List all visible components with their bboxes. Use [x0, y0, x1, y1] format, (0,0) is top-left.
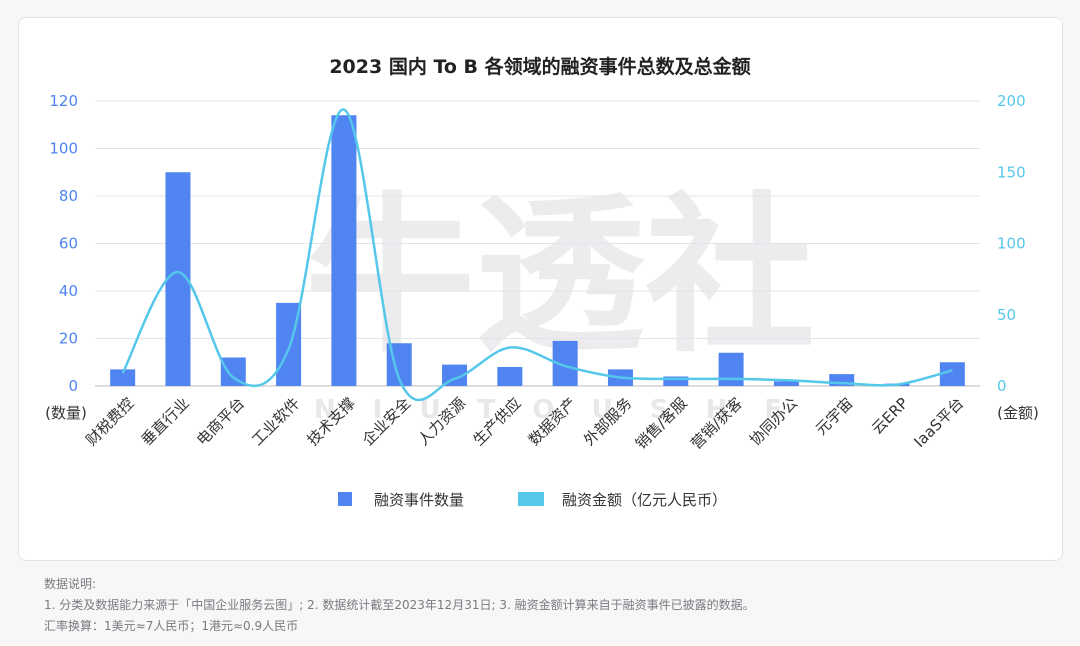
x-tick-label: 元宇宙 [812, 394, 857, 439]
bar [663, 376, 689, 386]
y-right-tick-label: 0 [997, 377, 1007, 395]
x-tick-label: IaaS平台 [910, 394, 967, 451]
bar [718, 352, 744, 386]
bar [939, 362, 965, 386]
y-left-tick-label: 120 [49, 92, 78, 110]
y-left-tick-label: 40 [59, 282, 78, 300]
x-tick-label: 垂直行业 [138, 394, 193, 449]
notes-line-2: 汇率换算：1美元≈7人民币；1港元≈0.9人民币 [44, 619, 299, 633]
y-right-axis-label: (金额) [997, 404, 1039, 422]
y-right-tick-label: 50 [997, 306, 1016, 324]
y-left-tick-label: 20 [59, 330, 78, 348]
y-left-tick-label: 100 [49, 140, 78, 158]
y-right-tick-label: 200 [997, 92, 1026, 110]
watermark-subtext: N I U T O U S H E [314, 395, 796, 425]
x-tick-label: 财税费控 [82, 394, 137, 449]
chart-title: 2023 国内 To B 各领域的融资事件总数及总金额 [329, 55, 750, 78]
x-tick-label: 工业软件 [248, 394, 303, 449]
x-tick-label: 电商平台 [193, 394, 248, 449]
y-left-axis-label: (数量) [45, 404, 87, 422]
bar [773, 381, 799, 386]
y-right-tick-label: 150 [997, 163, 1026, 181]
bar [497, 367, 523, 386]
data-notes: 数据说明: 1. 分类及数据能力来源于「中国企业服务云图」; 2. 数据统计截至… [44, 574, 755, 637]
legend-swatch-count [338, 492, 352, 506]
bar [110, 369, 136, 386]
legend-label-amount: 融资金额（亿元人民币） [562, 491, 727, 509]
bar [829, 374, 855, 386]
y-left-tick-label: 60 [59, 235, 78, 253]
x-tick-label: 云ERP [868, 394, 912, 438]
notes-heading: 数据说明: [44, 577, 97, 591]
legend-swatch-amount [518, 492, 544, 506]
y-right-tick-label: 100 [997, 235, 1026, 253]
y-left-tick-label: 0 [68, 377, 78, 395]
y-left-tick-label: 80 [59, 187, 78, 205]
legend-label-count: 融资事件数量 [374, 491, 464, 509]
notes-line-1: 1. 分类及数据能力来源于「中国企业服务云图」; 2. 数据统计截至2023年1… [44, 598, 755, 612]
bar [331, 115, 357, 386]
